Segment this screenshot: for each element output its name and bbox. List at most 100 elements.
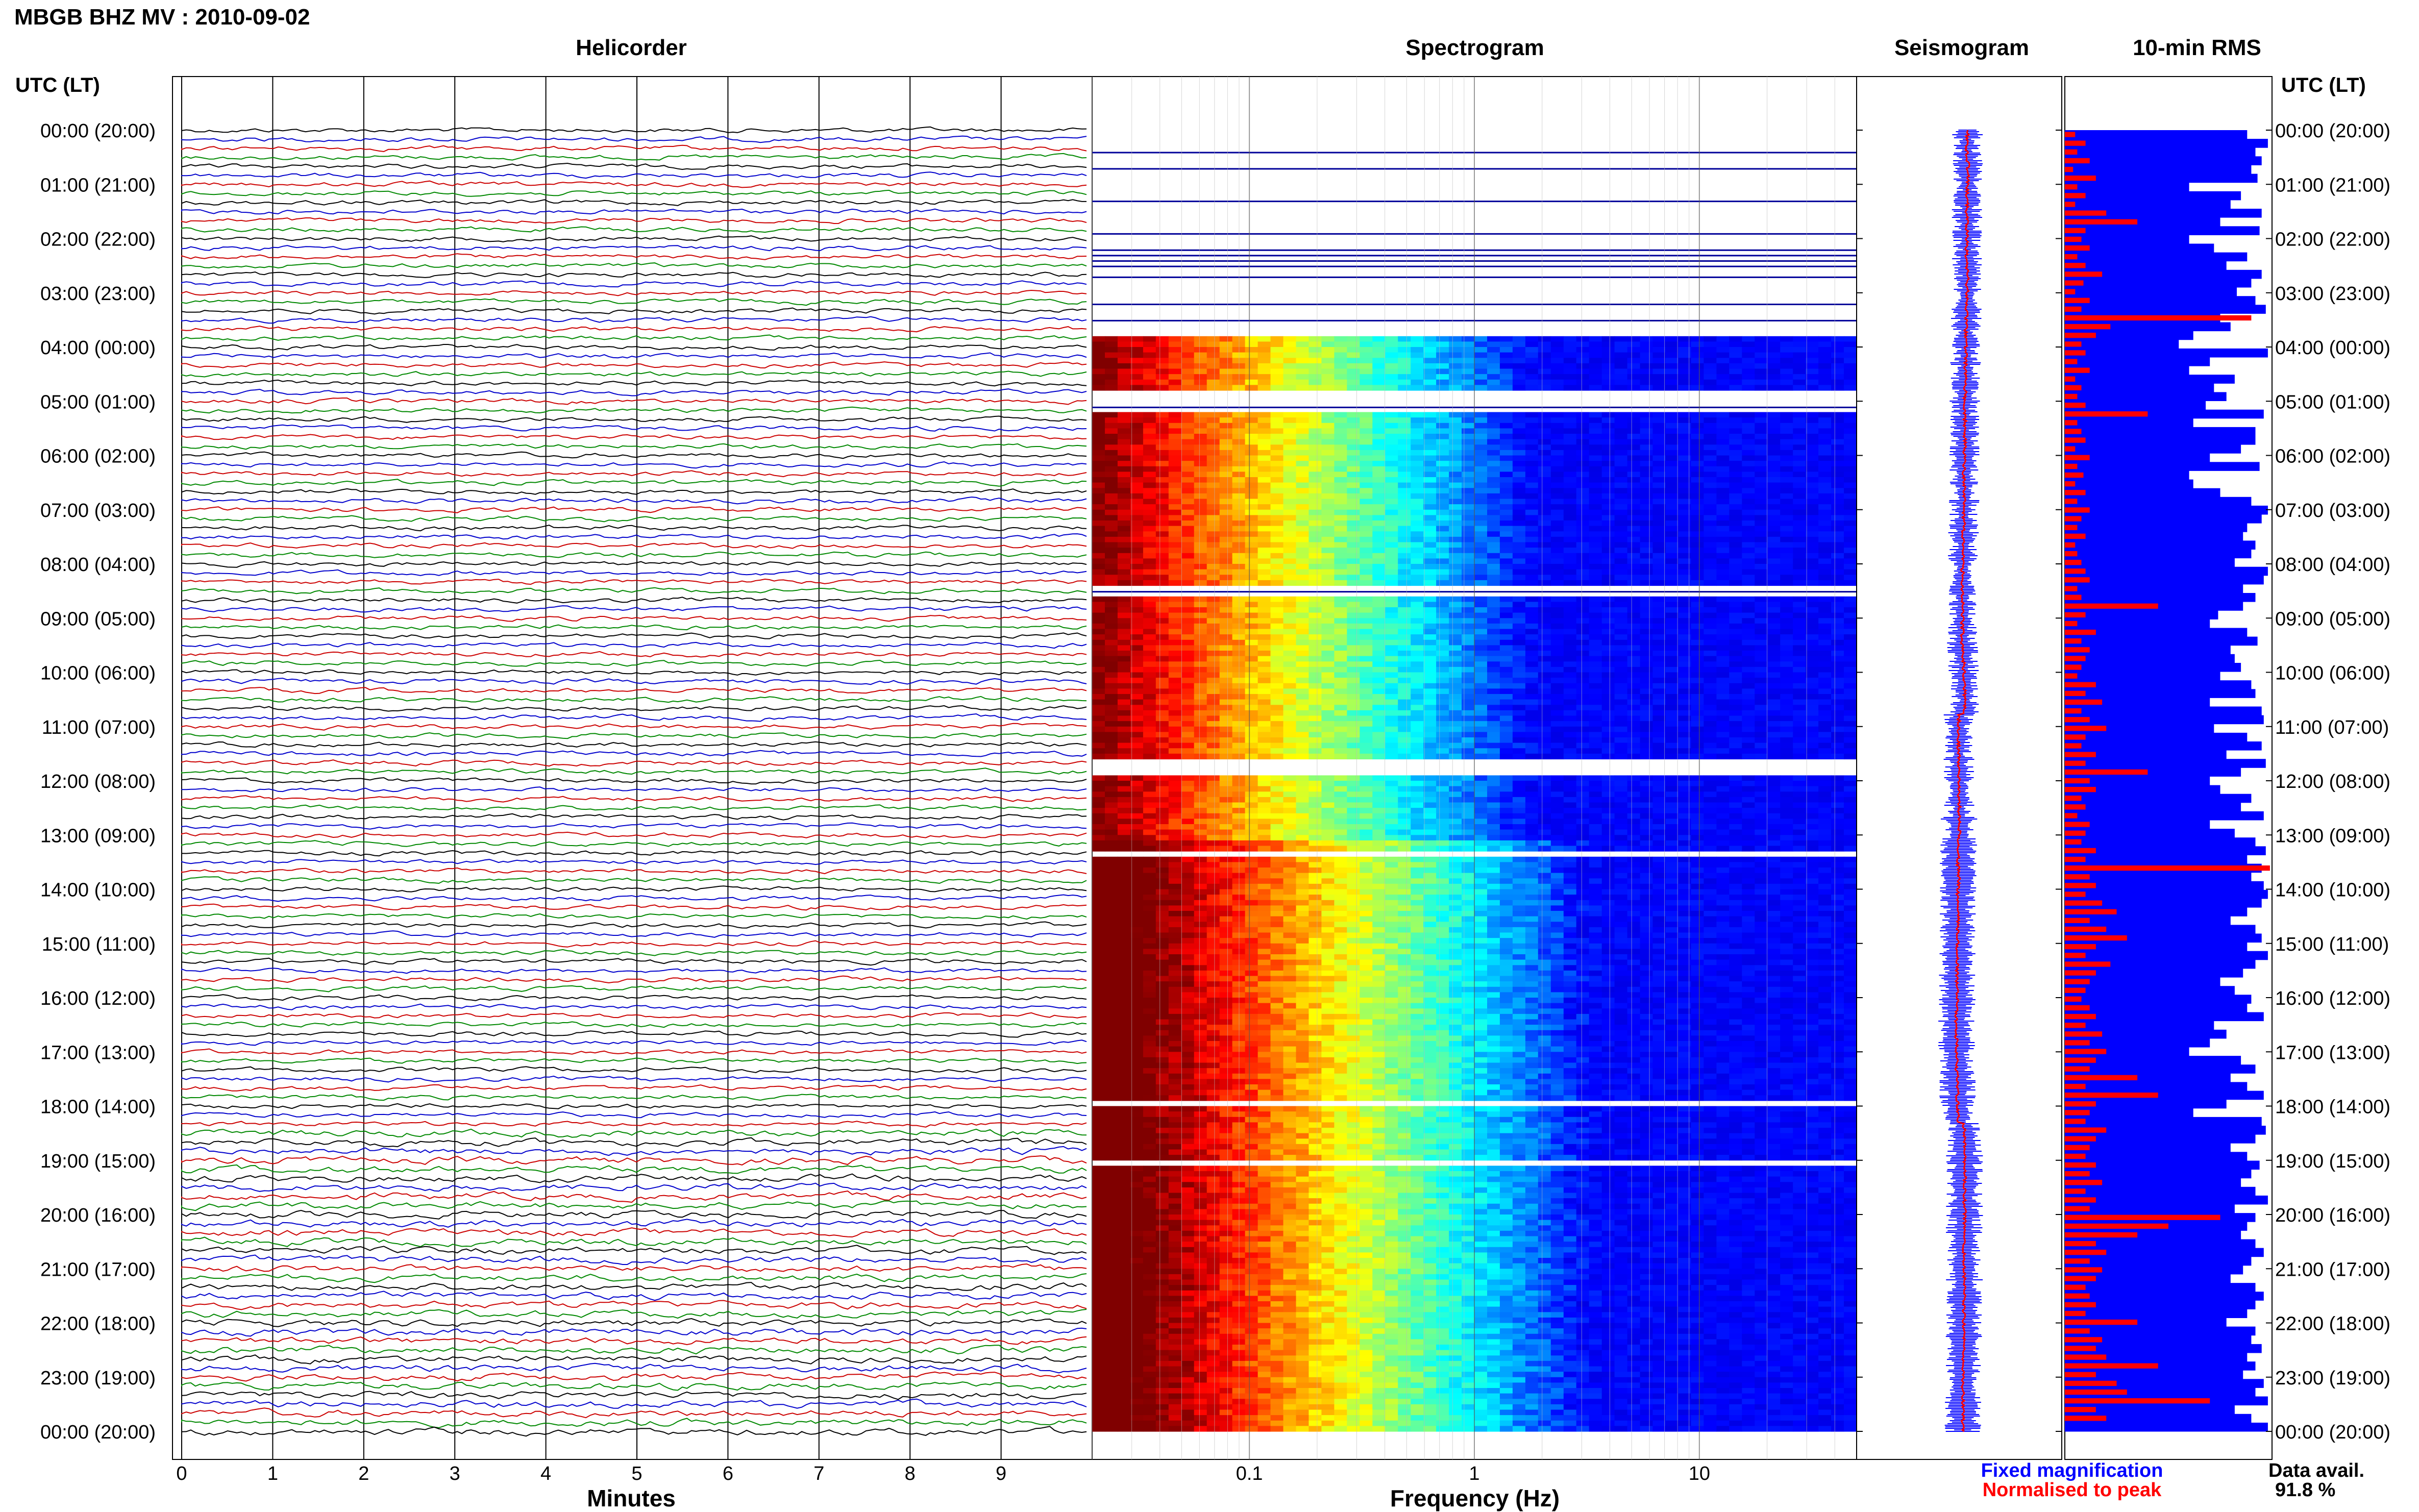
spectrogram-cell xyxy=(1742,602,1755,608)
spectrogram-cell xyxy=(1155,347,1169,353)
spectrogram-cell xyxy=(1538,477,1551,483)
spectrogram-cell xyxy=(1512,509,1526,515)
spectrogram-cell xyxy=(1360,472,1373,478)
spectrogram-cell xyxy=(1296,363,1310,369)
spectrogram-cell xyxy=(1092,472,1105,478)
spectrogram-cell xyxy=(1257,580,1271,586)
spectrogram-cell xyxy=(1793,742,1806,749)
spectrogram-cell xyxy=(1168,363,1182,369)
spectrogram-cell xyxy=(1499,699,1513,705)
spectrogram-cell xyxy=(1640,548,1653,554)
time-label-left: 14:00 (10:00) xyxy=(40,880,156,901)
spectrogram-cell xyxy=(1245,808,1258,814)
spectrogram-cell xyxy=(1793,385,1806,391)
spectrogram-cell xyxy=(1168,542,1182,548)
spectrogram-cell xyxy=(1780,607,1793,613)
spectrogram-cell xyxy=(1105,748,1118,754)
spectrogram-cell xyxy=(1360,423,1373,429)
spectrogram-cell xyxy=(1640,618,1653,624)
spectrogram-cell xyxy=(1462,352,1475,358)
spectrogram-cell xyxy=(1538,802,1551,808)
spectrogram-cell xyxy=(1309,645,1322,651)
spectrogram-cell xyxy=(1309,694,1322,700)
spectrogram-cell xyxy=(1512,742,1526,749)
spectrogram-cell xyxy=(1117,705,1131,711)
spectrogram-cell xyxy=(1181,548,1195,554)
spectrogram-cell xyxy=(1206,509,1220,515)
spectrogram-cell xyxy=(1614,341,1628,348)
spectrogram-cell xyxy=(1334,542,1347,548)
spectrogram-cell xyxy=(1270,629,1284,635)
spectrogram-cell xyxy=(1360,434,1373,440)
spectrogram-cell xyxy=(1563,742,1577,749)
spectrogram-cell xyxy=(1360,493,1373,500)
spectrogram-cell xyxy=(1576,607,1590,613)
spectrogram-cell xyxy=(1806,688,1819,695)
spectrogram-cell xyxy=(1105,531,1118,537)
spectrogram-cell xyxy=(1652,607,1666,613)
spectrogram-cell xyxy=(1398,645,1411,651)
spectrogram-cell xyxy=(1283,699,1297,705)
spectrogram-cell xyxy=(1105,336,1118,342)
spectrogram-cell xyxy=(1155,504,1169,510)
spectrogram-cell xyxy=(1614,678,1628,684)
spectrogram-cell xyxy=(1563,363,1577,369)
spectrogram-cell xyxy=(1806,488,1819,494)
spectrogram-cell xyxy=(1767,802,1781,808)
spectrogram-cell xyxy=(1525,699,1539,705)
spectrogram-cell xyxy=(1601,434,1615,440)
spectrogram-cell xyxy=(1334,423,1347,429)
spectrogram-cell xyxy=(1219,666,1233,673)
spectrogram-cell xyxy=(1411,450,1424,456)
spectrogram-cell xyxy=(1232,536,1246,543)
spectrogram-cell xyxy=(1423,368,1437,375)
spectrogram-cell xyxy=(1270,536,1284,543)
spectrogram-cell xyxy=(1678,634,1692,640)
spectrogram-cell xyxy=(1143,558,1156,564)
spectrogram-cell xyxy=(1092,688,1105,695)
spectrogram-cell xyxy=(1309,666,1322,673)
spectrogram-cell xyxy=(1538,379,1551,385)
spectrogram-cell xyxy=(1704,607,1717,613)
spectrogram-cell xyxy=(1716,493,1730,500)
spectrogram-cell xyxy=(1117,434,1131,440)
spectrogram-cell xyxy=(1512,450,1526,456)
spectrogram-cell xyxy=(1767,715,1781,722)
spectrogram-cell xyxy=(1665,428,1679,434)
spectrogram-cell xyxy=(1563,472,1577,478)
spectrogram-cell xyxy=(1449,542,1462,548)
spectrogram-cell xyxy=(1449,509,1462,515)
spectrogram-cell xyxy=(1640,428,1653,434)
spectrogram-cell xyxy=(1525,542,1539,548)
spectrogram-cell xyxy=(1627,715,1641,722)
spectrogram-cell xyxy=(1704,797,1717,803)
spectrogram-cell xyxy=(1155,688,1169,695)
spectrogram-cell xyxy=(1474,651,1488,657)
spectrogram-cell xyxy=(1283,558,1297,564)
spectrogram-cell xyxy=(1678,515,1692,521)
spectrogram-cell xyxy=(1117,639,1131,646)
spectrogram-cell xyxy=(1347,678,1360,684)
helicorder-trace xyxy=(181,406,1087,414)
time-label-left: 20:00 (16:00) xyxy=(40,1205,156,1226)
spectrogram-cell xyxy=(1270,466,1284,472)
spectrogram-cell xyxy=(1665,374,1679,380)
spectrogram-cell xyxy=(1130,688,1144,695)
spectrogram-cell xyxy=(1092,385,1105,391)
spectrogram-cell xyxy=(1283,379,1297,385)
spectrogram-cell xyxy=(1576,580,1590,586)
spectrogram-cell xyxy=(1257,472,1271,478)
spectrogram-cell xyxy=(1206,732,1220,738)
spectrogram-cell xyxy=(1423,352,1437,358)
spectrogram-cell xyxy=(1245,558,1258,564)
helicorder-tick-label: 7 xyxy=(813,1463,824,1484)
spectrogram-cell xyxy=(1117,797,1131,803)
spectrogram-cell xyxy=(1474,753,1488,760)
spectrogram-cell xyxy=(1423,434,1437,440)
spectrogram-cell xyxy=(1206,482,1220,488)
spectrogram-cell xyxy=(1691,651,1704,657)
spectrogram-cell xyxy=(1576,575,1590,581)
spectrogram-cell xyxy=(1818,466,1832,472)
spectrogram-cell xyxy=(1105,341,1118,348)
spectrogram-cell xyxy=(1360,802,1373,808)
